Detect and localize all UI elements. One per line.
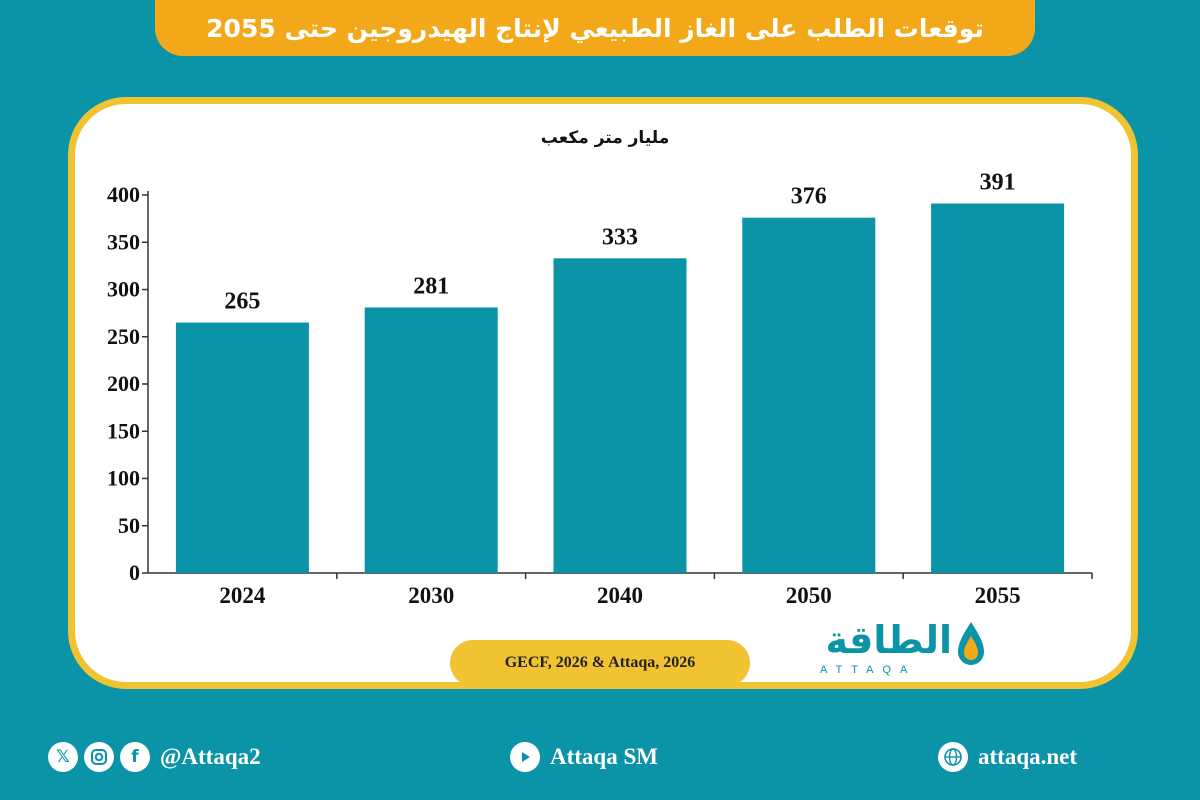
globe-icon[interactable] <box>938 742 968 772</box>
x-tick-label: 2024 <box>219 583 266 608</box>
bar <box>742 217 876 573</box>
y-tick-label: 150 <box>107 418 140 443</box>
bar <box>175 322 309 573</box>
bar-value-label: 265 <box>224 289 260 315</box>
y-tick-label: 300 <box>107 277 140 302</box>
bar <box>553 258 687 573</box>
x-tick-label: 2055 <box>975 583 1021 608</box>
y-tick-label: 250 <box>107 324 140 349</box>
source-label: GECF, 2026 & Attaqa, 2026 <box>450 640 750 686</box>
x-tick-label: 2030 <box>408 583 454 608</box>
footer: 𝕏 f @Attaqa2 Attaqa SM attaqa.net <box>0 730 1200 784</box>
y-tick-label: 400 <box>107 182 140 207</box>
title-banner: توقعات الطلب على الغاز الطبيعي لإنتاج ال… <box>155 0 1035 56</box>
logo-english-text: ATTAQA <box>820 664 917 676</box>
bar <box>931 203 1065 573</box>
y-tick-label: 0 <box>129 560 140 585</box>
bar-value-label: 376 <box>791 184 827 210</box>
attaqa-logo: الطاقة ATTAQA <box>806 616 996 684</box>
y-tick-label: 200 <box>107 371 140 396</box>
bar-value-label: 333 <box>602 224 638 250</box>
logo-arabic-text: الطاقة <box>825 618 952 662</box>
bar-value-label: 281 <box>413 273 449 299</box>
bar-value-label: 391 <box>980 170 1016 196</box>
website-url[interactable]: attaqa.net <box>978 744 1078 769</box>
facebook-icon[interactable]: f <box>120 742 150 772</box>
social-icons: 𝕏 f <box>48 742 150 772</box>
footer-website: attaqa.net <box>938 730 1077 784</box>
flame-drop-icon <box>958 622 984 665</box>
y-tick-label: 100 <box>107 466 140 491</box>
x-tick-label: 2050 <box>786 583 832 608</box>
y-tick-label: 350 <box>107 229 140 254</box>
x-icon[interactable]: 𝕏 <box>48 742 78 772</box>
youtube-icon[interactable] <box>510 742 540 772</box>
y-tick-label: 50 <box>118 513 140 538</box>
youtube-channel[interactable]: Attaqa SM <box>550 744 658 769</box>
footer-social: 𝕏 f @Attaqa2 <box>48 730 261 784</box>
x-tick-label: 2040 <box>597 583 643 608</box>
chart-title: توقعات الطلب على الغاز الطبيعي لإنتاج ال… <box>206 13 984 43</box>
footer-youtube: Attaqa SM <box>510 730 658 784</box>
instagram-icon[interactable] <box>84 742 114 772</box>
social-handle[interactable]: @Attaqa2 <box>160 744 261 769</box>
y-unit-label: مليار متر مكعب <box>540 128 670 148</box>
bar <box>364 307 498 573</box>
